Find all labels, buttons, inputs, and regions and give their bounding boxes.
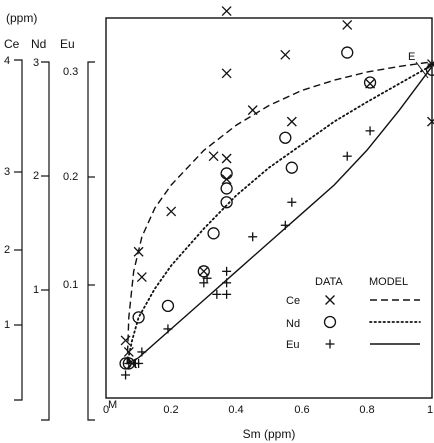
data-point-ce bbox=[123, 346, 134, 357]
data-point-nd bbox=[207, 227, 220, 240]
plot-frame bbox=[105, 17, 433, 399]
data-point-eu bbox=[134, 358, 144, 368]
data-point-nd bbox=[363, 76, 377, 89]
legend-marker-nd bbox=[323, 315, 337, 329]
legend-label-ce: Ce bbox=[286, 295, 300, 307]
eu-tick-label: 0.2 bbox=[63, 171, 78, 183]
aux-axis-nd bbox=[41, 61, 50, 421]
data-point-eu bbox=[199, 278, 209, 288]
data-point-nd bbox=[220, 182, 233, 195]
data-point-eu bbox=[280, 220, 290, 230]
data-point-ce bbox=[427, 116, 434, 127]
data-point-nd bbox=[161, 299, 175, 313]
ce-tick-label: 3 bbox=[4, 166, 10, 178]
data-point-eu bbox=[222, 278, 232, 288]
data-point-eu bbox=[222, 289, 232, 299]
data-point-ce bbox=[286, 116, 297, 127]
model-curves bbox=[126, 61, 433, 365]
eu-tick-label: 0.1 bbox=[63, 279, 78, 291]
x-tick-label: 0.4 bbox=[228, 404, 243, 416]
x-tick-label: 1 bbox=[427, 404, 433, 416]
data-point-ce bbox=[342, 19, 353, 30]
legend-model-header: MODEL bbox=[369, 276, 408, 288]
legend-label-nd: Nd bbox=[286, 318, 300, 330]
legend-label-eu: Eu bbox=[286, 339, 299, 351]
ce-tick-label: 4 bbox=[4, 55, 10, 67]
nd-tick-label: 2 bbox=[33, 170, 39, 182]
data-point-ce bbox=[221, 6, 232, 17]
aux-axis-eu bbox=[87, 61, 95, 421]
data-point-ce bbox=[136, 272, 147, 283]
data-point-ce bbox=[280, 49, 291, 60]
x-axis-label: Sm (ppm) bbox=[243, 427, 296, 441]
x-tick-label: 0.2 bbox=[163, 404, 178, 416]
nd-tick-label: 1 bbox=[33, 284, 39, 296]
point-label-m: M bbox=[108, 399, 117, 411]
legend: DATA MODEL Ce Nd Eu bbox=[286, 276, 421, 351]
data-point-eu bbox=[137, 347, 147, 357]
legend-marker-eu bbox=[325, 339, 335, 349]
point-label-e: E bbox=[408, 51, 415, 63]
data-point-eu bbox=[202, 273, 212, 283]
data-point-eu bbox=[212, 289, 222, 299]
x-tick-label: 0 bbox=[103, 404, 109, 416]
ce-tick-label: 1 bbox=[4, 319, 10, 331]
eu-tick-label: 0.3 bbox=[63, 66, 78, 78]
ce-tick-label: 2 bbox=[4, 244, 10, 256]
legend-data-header: DATA bbox=[315, 276, 343, 288]
x-tick-labels: 0 0.2 0.4 0.6 0.8 1 bbox=[103, 404, 433, 416]
data-point-ce bbox=[247, 105, 258, 116]
data-point-eu bbox=[222, 266, 232, 276]
data-point-ce bbox=[221, 68, 232, 79]
unit-label: (ppm) bbox=[6, 11, 37, 25]
data-point-eu bbox=[163, 324, 173, 334]
aux-axis-title-ce: Ce bbox=[4, 37, 20, 51]
model-curve-nd bbox=[126, 64, 433, 365]
data-point-ce bbox=[133, 246, 144, 257]
aux-axis-title-eu: Eu bbox=[60, 37, 75, 51]
data-point-eu bbox=[287, 197, 297, 207]
data-markers bbox=[119, 6, 434, 380]
data-point-ce bbox=[221, 153, 232, 164]
legend-marker-ce bbox=[325, 295, 335, 305]
x-tick-label: 0.6 bbox=[294, 404, 309, 416]
nd-tick-label: 3 bbox=[33, 57, 39, 69]
data-point-eu bbox=[342, 151, 352, 161]
x-tick-label: 0.8 bbox=[359, 404, 374, 416]
data-point-eu bbox=[427, 59, 434, 69]
data-point-nd bbox=[341, 46, 354, 59]
model-curve-eu bbox=[126, 65, 433, 365]
aux-axis-ce bbox=[14, 59, 23, 401]
data-point-nd bbox=[285, 161, 298, 174]
data-point-ce bbox=[208, 151, 219, 162]
aux-axis-title-nd: Nd bbox=[31, 37, 46, 51]
data-point-nd bbox=[197, 265, 210, 278]
data-point-nd bbox=[279, 131, 292, 144]
data-point-nd bbox=[220, 167, 233, 180]
data-point-nd bbox=[132, 311, 145, 324]
data-point-ce bbox=[166, 206, 177, 217]
data-point-eu bbox=[121, 370, 131, 380]
data-point-ce bbox=[120, 335, 131, 346]
data-point-eu bbox=[365, 126, 375, 136]
model-curve-ce bbox=[126, 61, 433, 364]
data-point-eu bbox=[248, 232, 258, 242]
data-point-nd bbox=[220, 196, 233, 209]
